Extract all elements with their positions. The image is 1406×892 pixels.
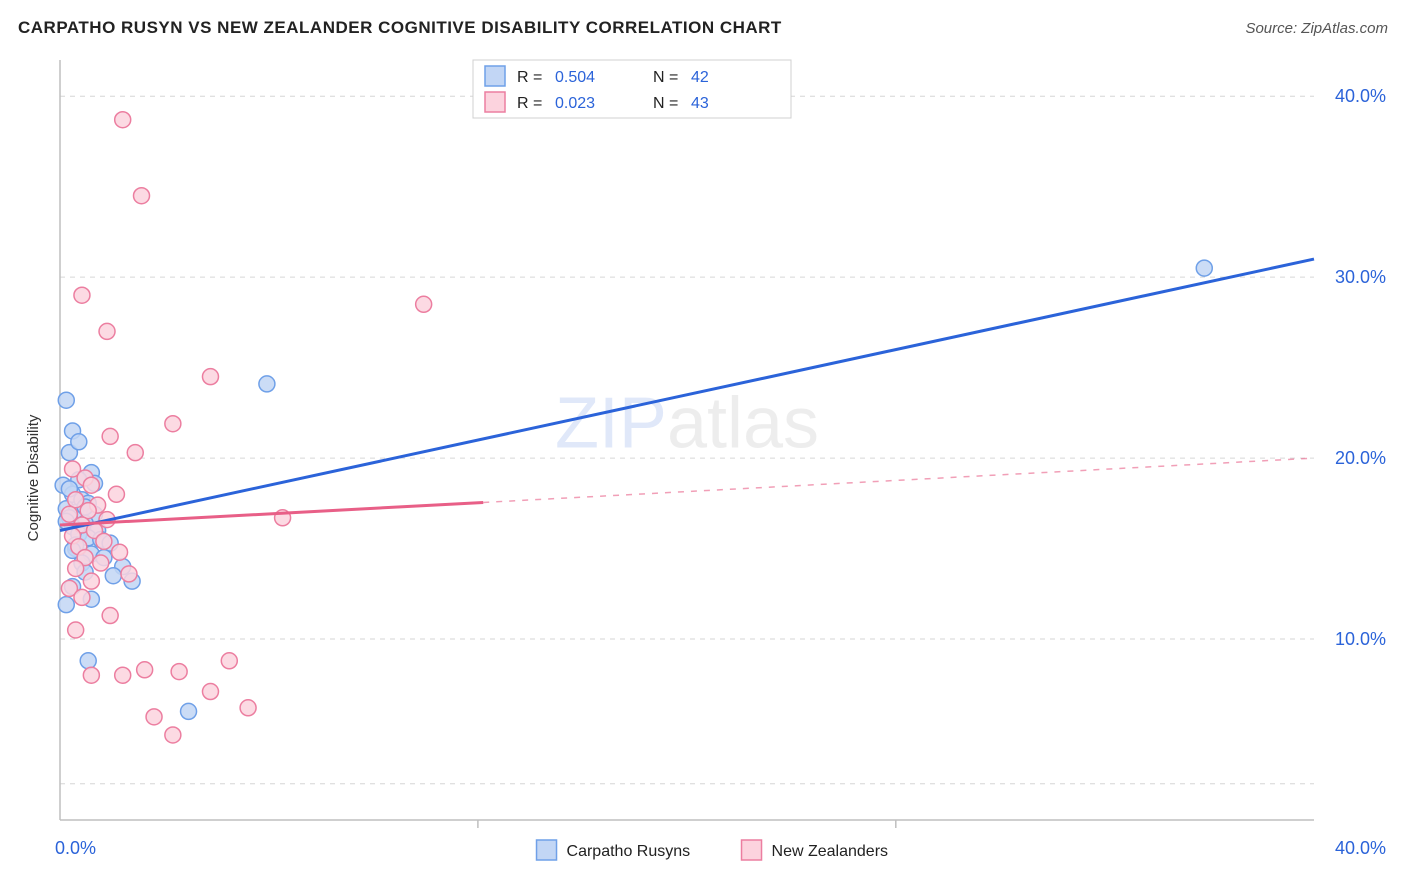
legend-R-value: 0.023 bbox=[555, 95, 595, 112]
newzealand-point bbox=[171, 664, 187, 680]
source-label: Source: ZipAtlas.com bbox=[1245, 20, 1388, 37]
y-tick-label: 20.0% bbox=[1335, 448, 1386, 468]
newzealand-point bbox=[102, 428, 118, 444]
newzealand-point bbox=[240, 700, 256, 716]
carpatho-point bbox=[58, 597, 74, 613]
newzealand-point bbox=[102, 608, 118, 624]
legend-N-value: 43 bbox=[691, 95, 709, 112]
newzealand-point bbox=[115, 667, 131, 683]
x-tick-label: 0.0% bbox=[55, 838, 96, 858]
newzealand-point bbox=[74, 287, 90, 303]
newzealand-point bbox=[137, 662, 153, 678]
newzealand-point bbox=[202, 684, 218, 700]
legend-swatch bbox=[742, 840, 762, 860]
carpatho-point bbox=[105, 568, 121, 584]
y-axis-label: Cognitive Disability bbox=[25, 414, 42, 541]
carpatho-point bbox=[1196, 260, 1212, 276]
carpatho-point bbox=[71, 434, 87, 450]
legend-N-label: N = bbox=[653, 69, 678, 86]
carpatho-point bbox=[259, 376, 275, 392]
newzealand-point bbox=[68, 560, 84, 576]
legend-R-value: 0.504 bbox=[555, 69, 595, 86]
legend-N-label: N = bbox=[653, 95, 678, 112]
newzealand-point bbox=[165, 416, 181, 432]
y-tick-label: 40.0% bbox=[1335, 86, 1386, 106]
newzealand-point bbox=[221, 653, 237, 669]
newzealand-point bbox=[80, 503, 96, 519]
y-tick-label: 30.0% bbox=[1335, 267, 1386, 287]
legend-R-label: R = bbox=[517, 69, 542, 86]
legend-R-label: R = bbox=[517, 95, 542, 112]
y-tick-label: 10.0% bbox=[1335, 629, 1386, 649]
legend-swatch bbox=[485, 92, 505, 112]
newzealand-point bbox=[127, 445, 143, 461]
carpatho-point bbox=[181, 703, 197, 719]
newzealand-point bbox=[146, 709, 162, 725]
newzealand-point bbox=[115, 112, 131, 128]
legend-N-value: 42 bbox=[691, 69, 709, 86]
newzealand-point bbox=[121, 566, 137, 582]
legend-series-label: New Zealanders bbox=[772, 843, 889, 860]
newzealand-point bbox=[68, 622, 84, 638]
legend-swatch bbox=[485, 66, 505, 86]
newzealand-point bbox=[83, 667, 99, 683]
newzealand-point bbox=[93, 555, 109, 571]
legend-series-label: Carpatho Rusyns bbox=[567, 843, 691, 860]
newzealand-point bbox=[74, 589, 90, 605]
newzealand-point bbox=[83, 477, 99, 493]
carpatho-point bbox=[58, 392, 74, 408]
newzealand-point bbox=[99, 323, 115, 339]
x-tick-label: 40.0% bbox=[1335, 838, 1386, 858]
legend-swatch bbox=[537, 840, 557, 860]
newzealand-point bbox=[112, 544, 128, 560]
chart-container: ZIPatlas10.0%20.0%30.0%40.0%0.0%40.0%Cog… bbox=[18, 50, 1388, 874]
newzealand-point bbox=[165, 727, 181, 743]
newzealand-point bbox=[96, 533, 112, 549]
newzealand-point bbox=[416, 296, 432, 312]
chart-title: CARPATHO RUSYN VS NEW ZEALANDER COGNITIV… bbox=[18, 18, 782, 38]
chart-svg: ZIPatlas10.0%20.0%30.0%40.0%0.0%40.0%Cog… bbox=[18, 50, 1388, 874]
newzealand-point bbox=[108, 486, 124, 502]
carpatho-point bbox=[80, 653, 96, 669]
newzealand-point bbox=[134, 188, 150, 204]
newzealand-point bbox=[202, 369, 218, 385]
newzealand-point bbox=[83, 573, 99, 589]
